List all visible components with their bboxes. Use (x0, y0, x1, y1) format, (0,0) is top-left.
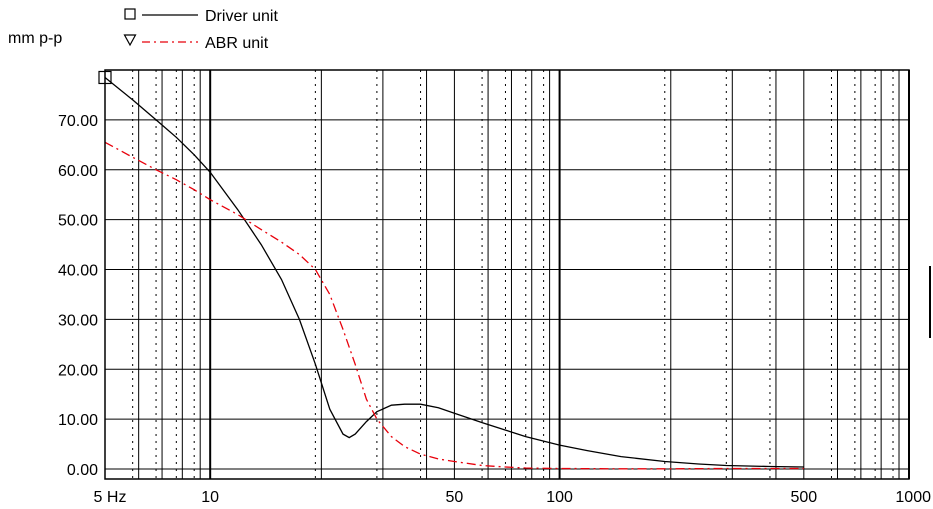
y-tick-label: 30.00 (58, 312, 98, 329)
y-tick-label: 0.00 (67, 462, 98, 479)
legend-label-driver-unit: Driver unit (205, 8, 278, 25)
legend-item-abr-unit: ABR unit (123, 34, 269, 52)
x-tick-label: 100 (546, 489, 573, 506)
grid-layer (104, 70, 910, 479)
plot-frame (104, 69, 910, 480)
right-edge-mark (929, 266, 931, 338)
x-tick-label: 5 Hz (94, 489, 127, 506)
y-tick-label: 20.00 (58, 362, 98, 379)
legend: Driver unit ABR unit (123, 8, 278, 52)
x-tick-label: 10 (201, 489, 219, 506)
x-tick-label: 50 (446, 489, 464, 506)
legend-label-abr-unit: ABR unit (205, 35, 269, 52)
y-axis-unit-label: mm p-p (8, 30, 62, 47)
y-tick-label: 10.00 (58, 412, 98, 429)
tick-label-layer: 0.00 10.00 20.00 30.00 40.00 50.00 60.00 70.00 5… (58, 113, 931, 506)
y-tick-label: 50.00 (58, 213, 98, 230)
series-layer (98, 70, 804, 470)
x-tick-label: 500 (790, 489, 817, 506)
triangle-marker-icon (123, 34, 137, 47)
y-tick-label: 70.00 (58, 113, 98, 130)
series-line-abr-unit (104, 141, 804, 470)
y-tick-label: 60.00 (58, 163, 98, 180)
series-line-driver-unit (104, 76, 804, 468)
legend-item-driver-unit: Driver unit (124, 8, 278, 25)
y-tick-label: 40.00 (58, 263, 98, 280)
x-tick-label: 1000 (895, 489, 931, 506)
square-marker-icon (124, 8, 136, 20)
